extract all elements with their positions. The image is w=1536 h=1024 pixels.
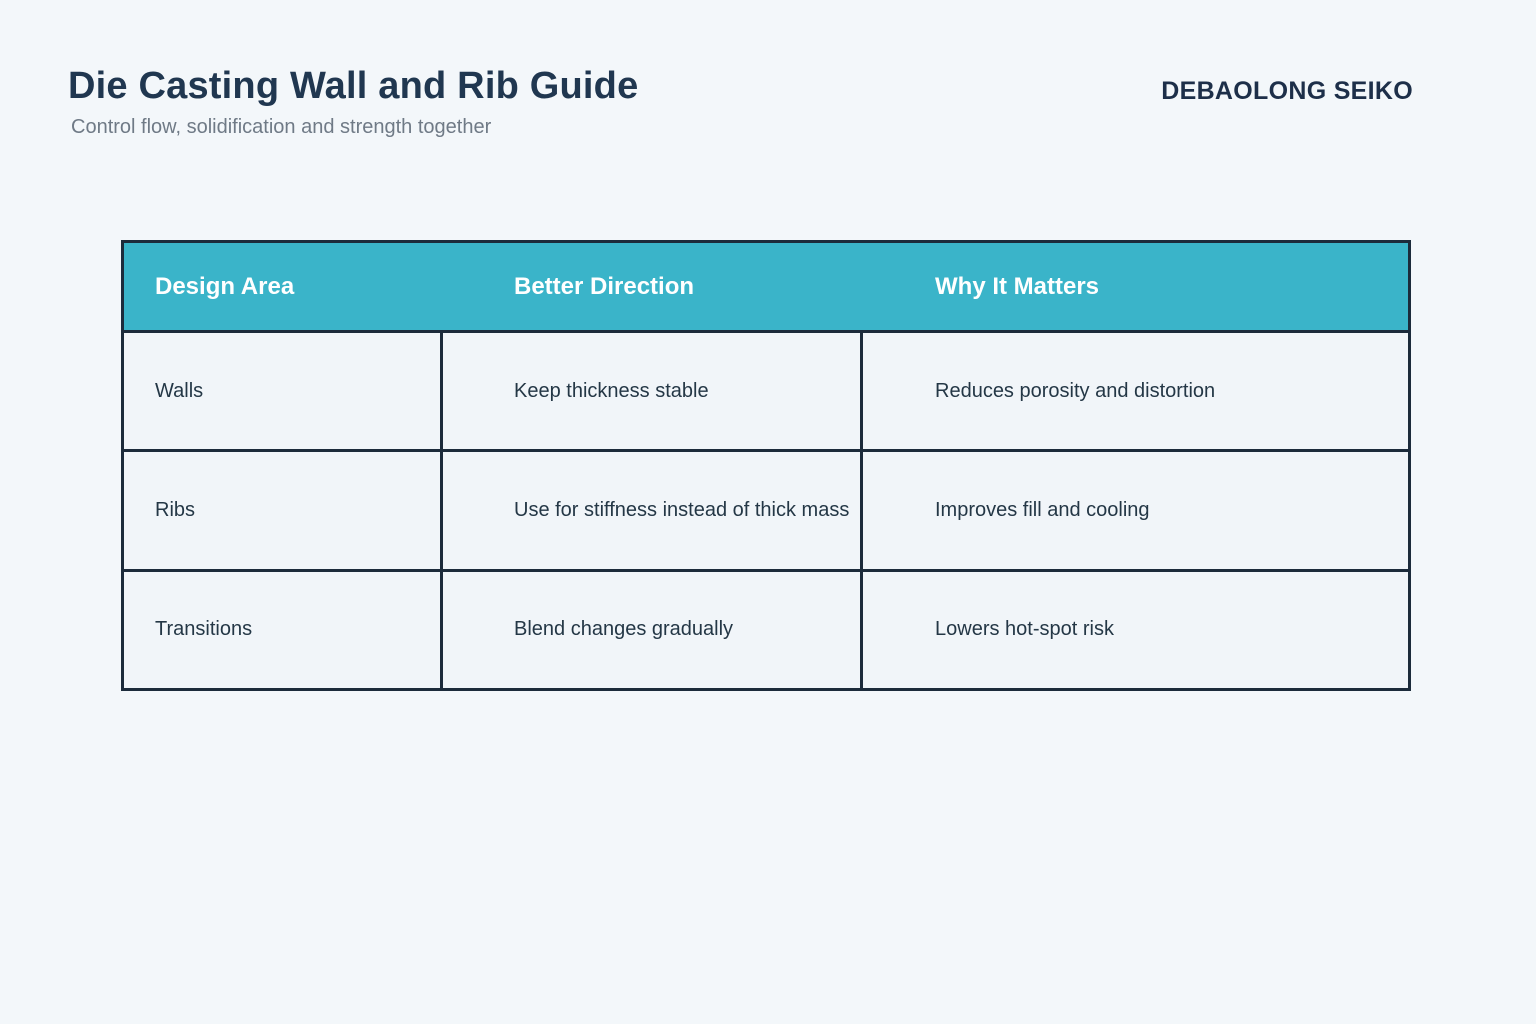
cell-design-area: Walls — [155, 379, 204, 402]
cell-design-area: Ribs — [155, 498, 196, 521]
cell-better-direction: Blend changes gradually — [514, 618, 734, 641]
title-block: Die Casting Wall and Rib Guide Control f… — [68, 64, 638, 139]
cell-better-direction: Keep thickness stable — [514, 379, 709, 402]
table-row-walls: Walls Keep thickness stable Reduces poro… — [124, 330, 1408, 449]
table-row-ribs: Ribs Use for stiffness instead of thick … — [124, 449, 1408, 568]
column-divider — [860, 330, 863, 688]
page-subtitle: Control flow, solidification and strengt… — [71, 115, 492, 138]
cell-why-it-matters: Improves fill and cooling — [935, 498, 1150, 521]
page-title: Die Casting Wall and Rib Guide — [68, 65, 639, 107]
column-header-design-area: Design Area — [155, 272, 295, 300]
table-row-transitions: Transitions Blend changes gradually Lowe… — [124, 568, 1408, 688]
cell-design-area: Transitions — [155, 618, 253, 641]
column-header-why-it-matters: Why It Matters — [935, 272, 1100, 300]
cell-why-it-matters: Reduces porosity and distortion — [935, 379, 1216, 402]
table-header-row: Design Area Better Direction Why It Matt… — [124, 243, 1408, 330]
cell-why-it-matters: Lowers hot-spot risk — [935, 618, 1114, 641]
column-header-better-direction: Better Direction — [514, 272, 695, 300]
cell-better-direction: Use for stiffness instead of thick mass — [514, 498, 850, 521]
column-divider — [440, 330, 443, 688]
brand-name: DEBAOLONG SEIKO — [1161, 77, 1413, 105]
guide-table: Design Area Better Direction Why It Matt… — [121, 240, 1411, 691]
